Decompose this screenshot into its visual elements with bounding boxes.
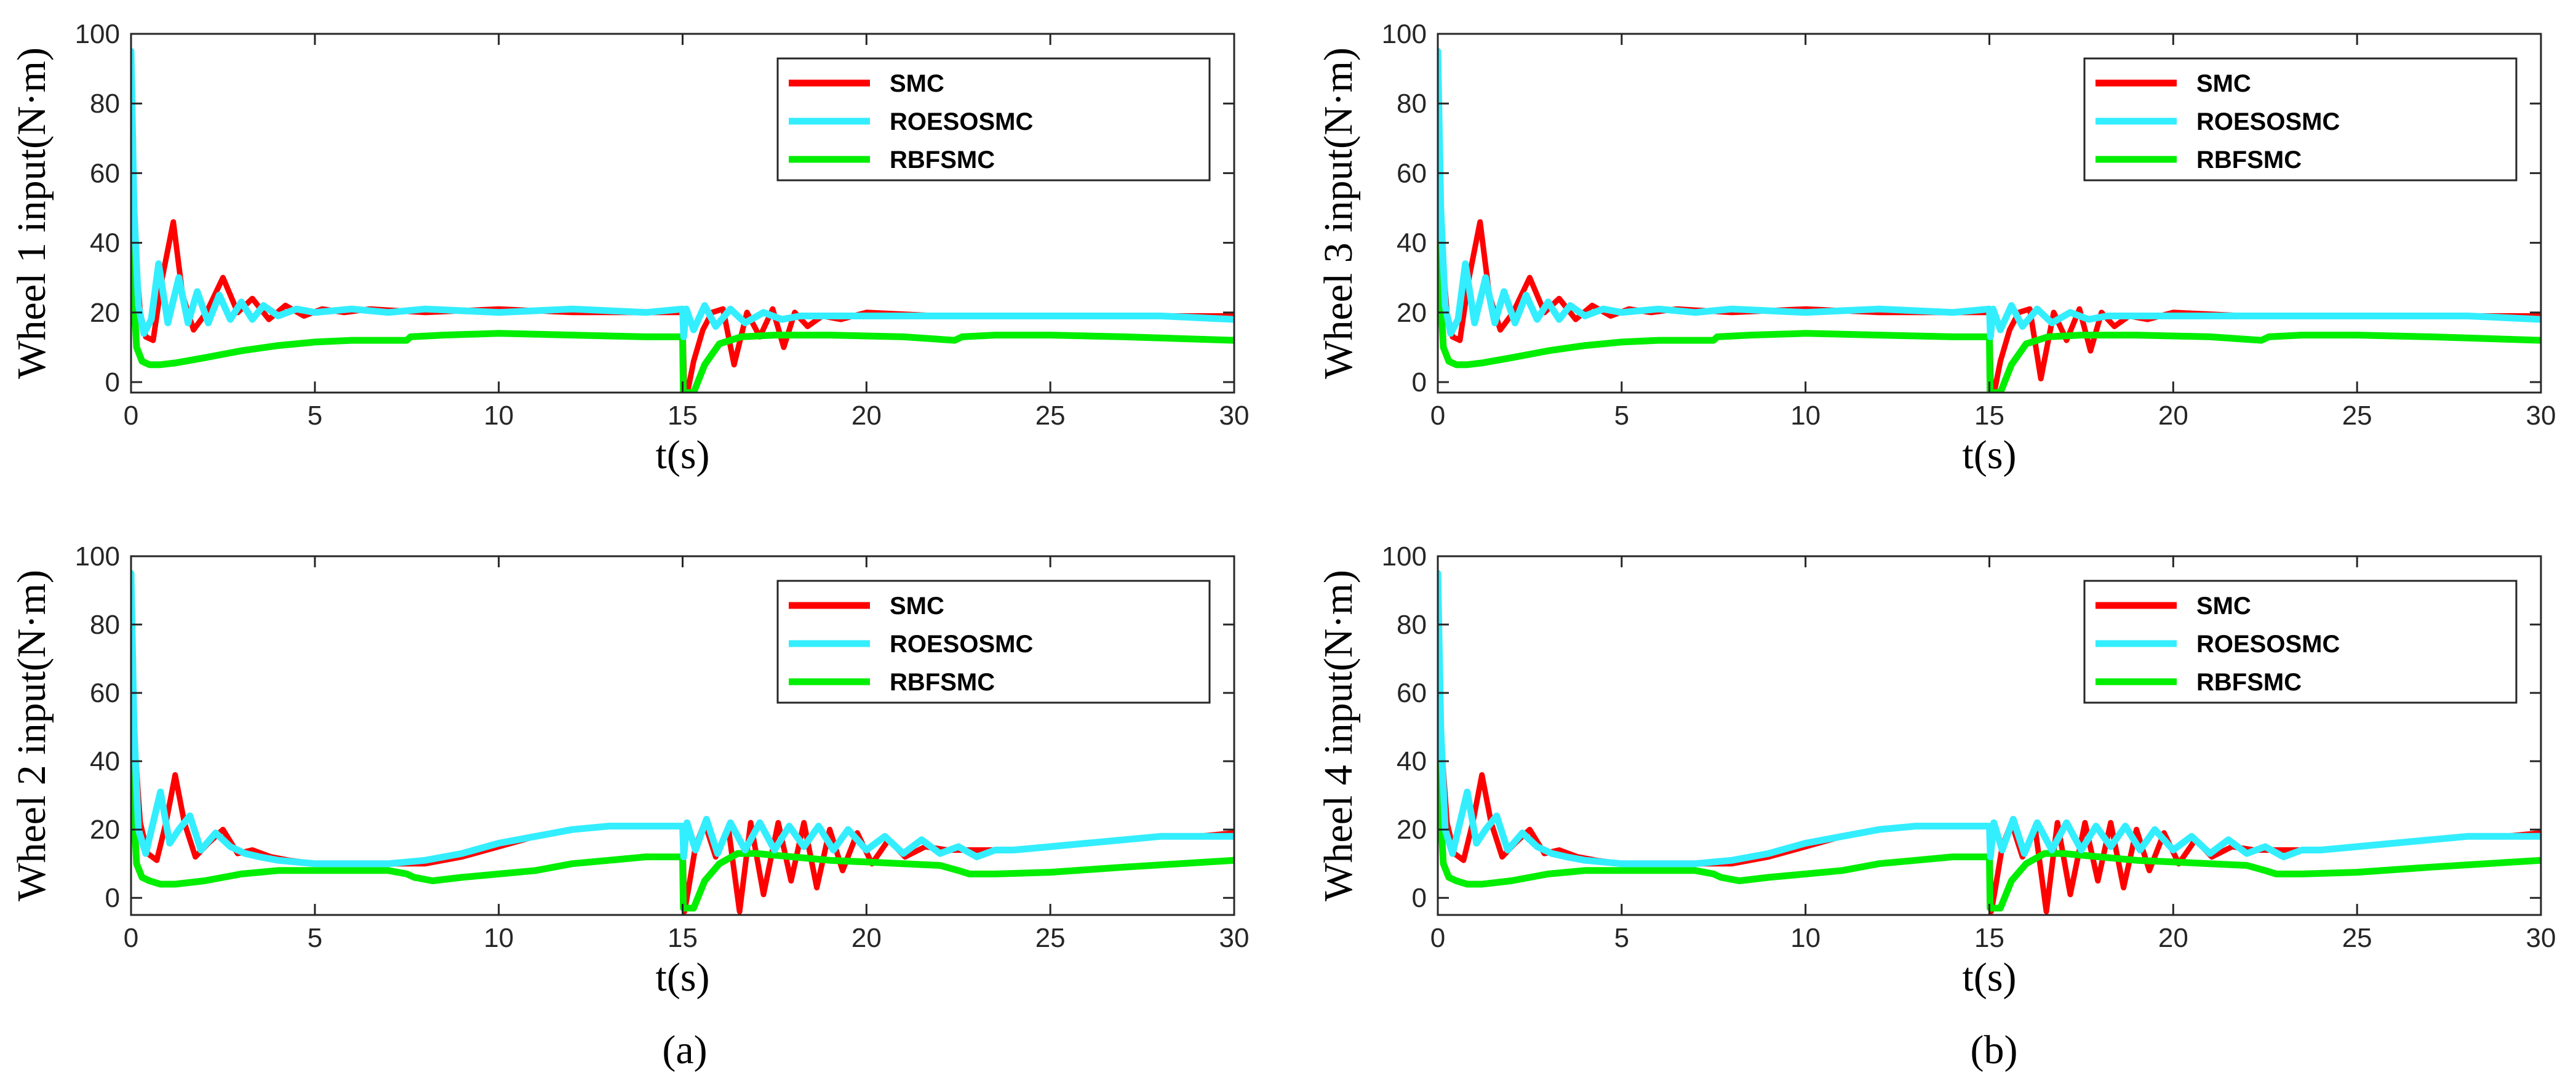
series-line-rbfsmc <box>131 93 1234 393</box>
series-line-rbfsmc <box>1438 621 2541 912</box>
caption-b: (b) <box>1971 1028 2018 1072</box>
y-tick-label: 100 <box>75 541 120 572</box>
series-group <box>131 47 1234 393</box>
x-tick-label: 10 <box>1790 401 1820 431</box>
legend-label-smc: SMC <box>2196 70 2251 97</box>
y-tick-label: 0 <box>1412 367 1427 397</box>
series-line-rbfsmc <box>131 621 1234 912</box>
x-tick-label: 5 <box>308 401 322 431</box>
y-tick-label: 80 <box>90 610 120 640</box>
x-tick-label: 25 <box>2342 923 2372 953</box>
y-tick-label: 0 <box>105 367 120 397</box>
x-tick-label: 5 <box>1614 401 1629 431</box>
y-tick-label: 80 <box>1397 89 1427 119</box>
legend-label-roesosmc: ROESOSMC <box>2196 108 2340 135</box>
chart-panel-2: 0 5 10 15 20 25 30 0 20 40 60 80 100 t(s) Wheel 3 inpu… <box>1316 19 2556 477</box>
x-tick-label: 15 <box>1974 923 2004 953</box>
y-tick-label: 60 <box>90 158 120 188</box>
y-tick-label: 40 <box>1397 746 1427 777</box>
x-tick-label: 10 <box>484 923 514 953</box>
legend-label-rbfsmc: RBFSMC <box>890 669 995 696</box>
x-tick-label: 10 <box>484 401 514 431</box>
legend-label-rbfsmc: RBFSMC <box>2196 669 2302 696</box>
y-tick-label: 60 <box>1397 678 1427 708</box>
y-tick-label: 40 <box>1397 228 1427 258</box>
y-axis-title: Wheel 2 input(N·m) <box>9 570 54 901</box>
legend: SMC ROESOSMC RBFSMC <box>2083 57 2518 182</box>
x-tick-label: 25 <box>2342 401 2372 431</box>
x-tick-label: 20 <box>851 401 882 431</box>
y-tick-label: 100 <box>1382 19 1427 49</box>
y-tick-label: 80 <box>1397 610 1427 640</box>
x-axis-title: t(s) <box>1963 433 2017 477</box>
x-tick-label: 30 <box>2526 401 2556 431</box>
y-tick-label: 100 <box>1382 541 1427 572</box>
y-tick-label: 0 <box>1412 883 1427 913</box>
x-tick-label: 20 <box>851 923 882 953</box>
legend-label-smc: SMC <box>2196 593 2251 620</box>
x-tick-label: 10 <box>1790 923 1820 953</box>
series-group <box>1438 47 2541 393</box>
x-tick-label: 30 <box>2526 923 2556 953</box>
x-axis-title: t(s) <box>1963 955 2017 1000</box>
x-tick-label: 20 <box>2158 923 2188 953</box>
y-tick-label: 80 <box>90 89 120 119</box>
x-tick-label: 5 <box>1614 923 1629 953</box>
legend-label-smc: SMC <box>890 593 944 620</box>
legend: SMC ROESOSMC RBFSMC <box>776 57 1211 182</box>
x-tick-label: 20 <box>2158 401 2188 431</box>
x-tick-label: 0 <box>1430 401 1445 431</box>
y-tick-label: 20 <box>1397 298 1427 328</box>
series-line-rbfsmc <box>1438 93 2541 393</box>
y-axis-title: Wheel 1 input(N·m) <box>9 47 54 379</box>
legend-label-rbfsmc: RBFSMC <box>2196 146 2302 174</box>
x-tick-label: 30 <box>1219 923 1250 953</box>
x-tick-label: 15 <box>668 923 698 953</box>
legend-label-roesosmc: ROESOSMC <box>2196 631 2340 658</box>
series-line-roesosmc <box>1438 570 2541 868</box>
y-tick-label: 100 <box>75 19 120 49</box>
x-tick-label: 5 <box>308 923 322 953</box>
x-axis-title: t(s) <box>656 433 710 477</box>
legend: SMC ROESOSMC RBFSMC <box>776 580 1211 704</box>
y-tick-label: 40 <box>90 746 120 777</box>
legend: SMC ROESOSMC RBFSMC <box>2083 580 2518 704</box>
x-tick-label: 25 <box>1035 401 1066 431</box>
series-line-roesosmc <box>131 570 1234 868</box>
chart-panel-1: 0 5 10 15 20 25 30 0 20 40 60 80 100 t(s) Wheel 1 inpu… <box>9 19 1249 477</box>
legend-label-rbfsmc: RBFSMC <box>890 146 995 174</box>
chart-panel-3: 0 5 10 15 20 25 30 0 20 40 60 80 100 t(s) Wheel 2 inpu… <box>9 541 1249 1000</box>
legend-label-smc: SMC <box>890 70 944 97</box>
y-tick-label: 20 <box>90 815 120 845</box>
y-axis-title: Wheel 3 input(N·m) <box>1316 47 1361 379</box>
x-tick-label: 0 <box>1430 923 1445 953</box>
series-group <box>131 570 1234 914</box>
series-line-roesosmc <box>1438 47 2541 340</box>
legend-label-roesosmc: ROESOSMC <box>890 108 1033 135</box>
x-tick-label: 0 <box>124 923 138 953</box>
x-tick-label: 15 <box>1974 401 2004 431</box>
x-tick-label: 15 <box>668 401 698 431</box>
x-tick-label: 30 <box>1219 401 1250 431</box>
y-tick-label: 20 <box>1397 815 1427 845</box>
x-axis-title: t(s) <box>656 955 710 1000</box>
x-tick-label: 0 <box>124 401 138 431</box>
chart-panel-4: 0 5 10 15 20 25 30 0 20 40 60 80 100 t(s) Wheel 4 inpu… <box>1316 541 2556 1000</box>
series-group <box>1438 570 2541 914</box>
y-axis-title: Wheel 4 input(N·m) <box>1316 570 1361 901</box>
y-tick-label: 60 <box>1397 158 1427 188</box>
series-line-roesosmc <box>131 47 1234 340</box>
legend-label-roesosmc: ROESOSMC <box>890 631 1033 658</box>
caption-a: (a) <box>662 1028 707 1072</box>
y-tick-label: 60 <box>90 678 120 708</box>
x-tick-label: 25 <box>1035 923 1066 953</box>
y-tick-label: 0 <box>105 883 120 913</box>
y-tick-label: 40 <box>90 228 120 258</box>
y-tick-label: 20 <box>90 298 120 328</box>
